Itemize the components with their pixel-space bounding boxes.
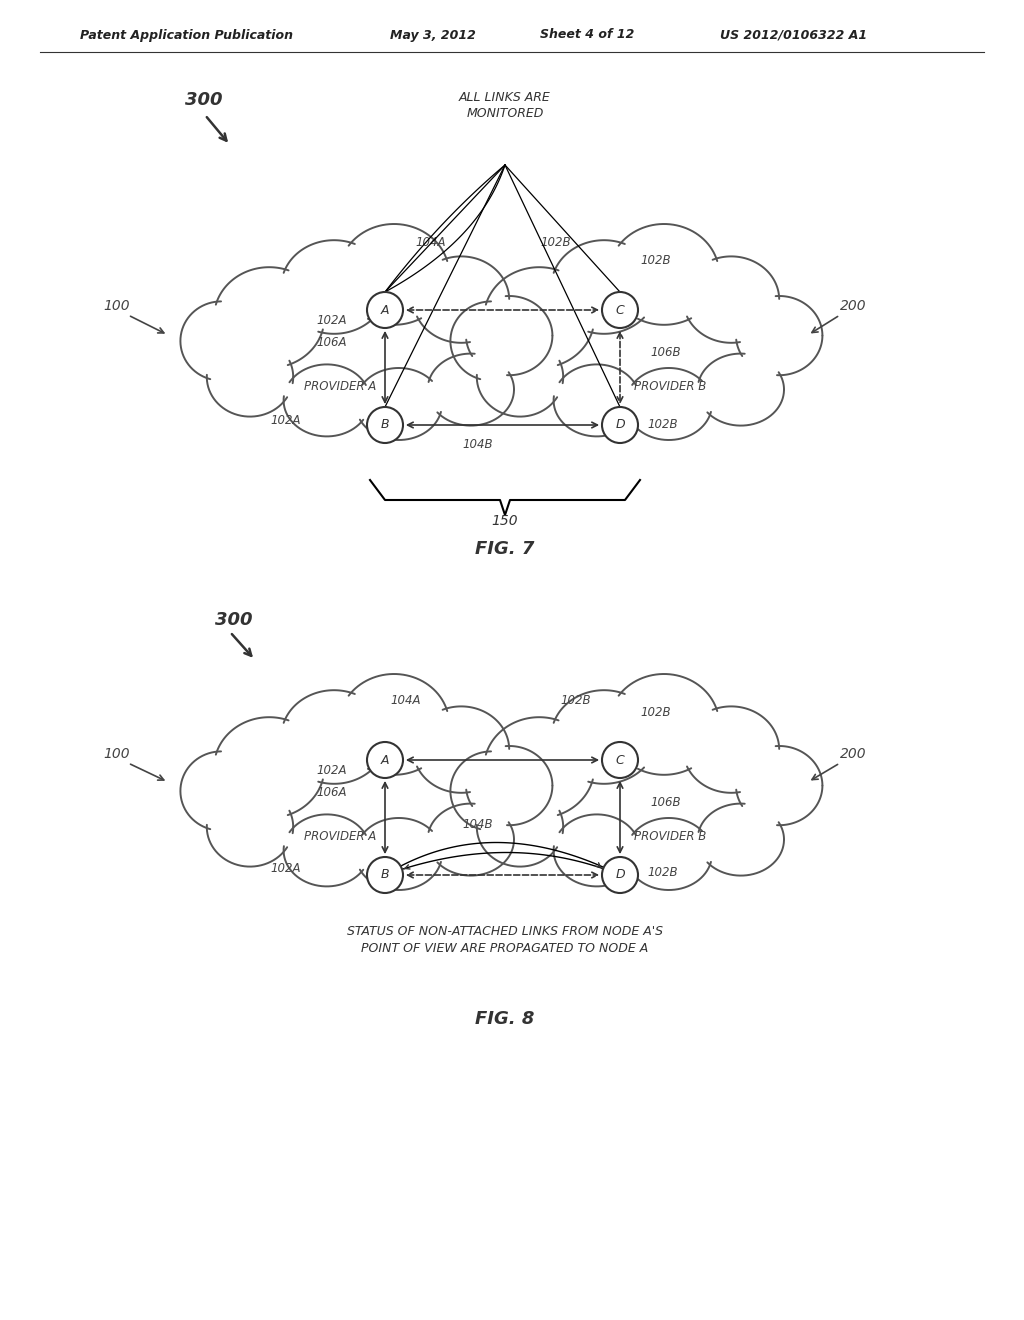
Text: 106B: 106B bbox=[650, 796, 681, 808]
Text: 100: 100 bbox=[103, 300, 130, 313]
Text: 106A: 106A bbox=[316, 785, 346, 799]
Text: FIG. 8: FIG. 8 bbox=[475, 1010, 535, 1028]
Text: STATUS OF NON-ATTACHED LINKS FROM NODE A'S
POINT OF VIEW ARE PROPAGATED TO NODE : STATUS OF NON-ATTACHED LINKS FROM NODE A… bbox=[347, 925, 663, 954]
Text: 106A: 106A bbox=[316, 335, 346, 348]
Circle shape bbox=[602, 742, 638, 777]
Text: May 3, 2012: May 3, 2012 bbox=[390, 29, 476, 41]
Text: PROVIDER A: PROVIDER A bbox=[304, 380, 376, 393]
Text: 300: 300 bbox=[185, 91, 222, 110]
Text: PROVIDER B: PROVIDER B bbox=[634, 380, 707, 393]
Text: 102B: 102B bbox=[647, 866, 678, 879]
Circle shape bbox=[367, 742, 403, 777]
Circle shape bbox=[602, 407, 638, 444]
Circle shape bbox=[367, 292, 403, 327]
Text: FIG. 7: FIG. 7 bbox=[475, 540, 535, 558]
Circle shape bbox=[367, 407, 403, 444]
Text: Patent Application Publication: Patent Application Publication bbox=[80, 29, 293, 41]
Text: US 2012/0106322 A1: US 2012/0106322 A1 bbox=[720, 29, 867, 41]
Text: 102B: 102B bbox=[560, 693, 591, 706]
Text: B: B bbox=[381, 869, 389, 882]
Text: 102A: 102A bbox=[316, 314, 346, 326]
Text: 102B: 102B bbox=[640, 253, 671, 267]
Text: 300: 300 bbox=[215, 611, 253, 630]
Text: PROVIDER B: PROVIDER B bbox=[634, 830, 707, 843]
Text: 102A: 102A bbox=[270, 862, 300, 874]
Text: Sheet 4 of 12: Sheet 4 of 12 bbox=[540, 29, 635, 41]
Text: 102A: 102A bbox=[270, 413, 300, 426]
Text: 104B: 104B bbox=[462, 817, 493, 830]
Text: 102A: 102A bbox=[316, 763, 346, 776]
Text: A: A bbox=[381, 754, 389, 767]
Text: 200: 200 bbox=[840, 300, 866, 313]
Circle shape bbox=[602, 857, 638, 894]
Text: 100: 100 bbox=[103, 747, 130, 762]
Circle shape bbox=[367, 857, 403, 894]
Text: B: B bbox=[381, 418, 389, 432]
Text: D: D bbox=[615, 418, 625, 432]
Text: 102B: 102B bbox=[647, 417, 678, 430]
Circle shape bbox=[602, 292, 638, 327]
Text: 102B: 102B bbox=[640, 705, 671, 718]
Text: 104A: 104A bbox=[415, 235, 445, 248]
Text: C: C bbox=[615, 754, 625, 767]
Text: ALL LINKS ARE
MONITORED: ALL LINKS ARE MONITORED bbox=[459, 91, 551, 120]
Text: C: C bbox=[615, 304, 625, 317]
Text: 150: 150 bbox=[492, 513, 518, 528]
Text: 104B: 104B bbox=[462, 437, 493, 450]
Text: D: D bbox=[615, 869, 625, 882]
Text: PROVIDER A: PROVIDER A bbox=[304, 830, 376, 843]
Text: 104A: 104A bbox=[390, 693, 421, 706]
Text: 106B: 106B bbox=[650, 346, 681, 359]
Text: 102B: 102B bbox=[540, 235, 570, 248]
Text: 200: 200 bbox=[840, 747, 866, 762]
Text: A: A bbox=[381, 304, 389, 317]
